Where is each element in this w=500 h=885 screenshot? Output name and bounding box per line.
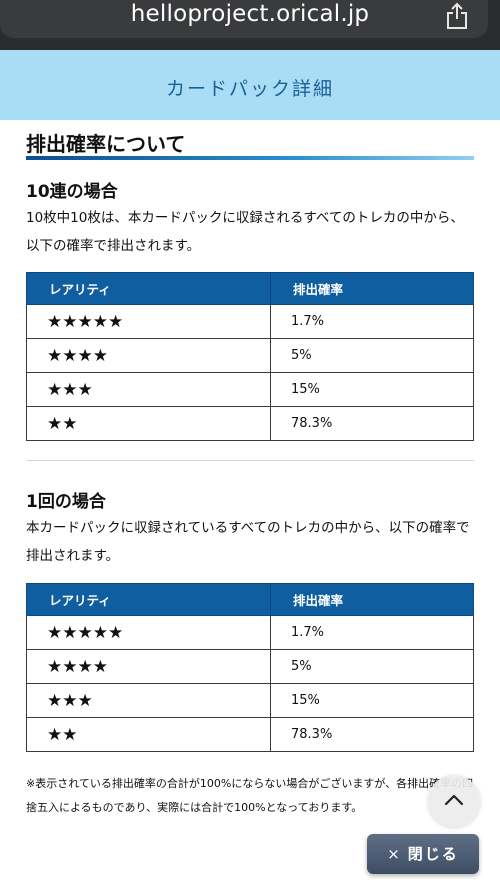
share-icon[interactable] [444,2,470,30]
rate-cell: 15% [270,683,474,718]
browser-bar: helloproject.orical.jp [0,0,500,50]
single-pull-rate-table: レアリティ 排出確率 ★★★★★ 1.7% ★★★★ 5% ★★★ 15% ★★… [26,583,474,752]
rarity-cell: ★★ [26,717,271,752]
close-label: 閉じる [407,845,459,863]
table-header-row: レアリティ 排出確率 [26,583,474,616]
ten-pull-description: 10枚中10枚は、本カードパックに収録されるすべてのトレカの中から、以下の確率で… [26,210,464,254]
single-pull-description: 本カードパックに収録されているすべてのトレカの中から、以下の確率で排出されます。 [26,520,470,564]
rate-cell: 5% [270,338,474,373]
rarity-cell: ★★★★★ [26,615,271,650]
section-divider [26,460,474,461]
rate-cell: 78.3% [270,717,474,752]
table-row: ★★★★★ 1.7% [26,304,474,339]
header-rate: 排出確率 [270,583,474,616]
section-title: 排出確率について [26,132,186,156]
close-button[interactable]: × 閉じる [367,834,479,874]
rarity-cell: ★★★★ [26,649,271,684]
table-row: ★★ 78.3% [26,717,474,752]
rarity-cell: ★★★★★ [26,304,271,339]
scroll-top-button[interactable] [428,775,480,827]
page-header: カードパック詳細 [0,50,500,120]
footnote: ※表示されている排出確率の合計が100%にならない場合がございますが、各排出確率… [26,777,474,814]
chevron-up-icon [444,794,464,806]
rarity-cell: ★★ [26,406,271,441]
table-row: ★★★★★ 1.7% [26,615,474,650]
rate-cell: 1.7% [270,615,474,650]
table-header-row: レアリティ 排出確率 [26,272,474,305]
single-pull-title: 1回の場合 [26,492,106,512]
section-rule [26,156,474,160]
rate-cell: 78.3% [270,406,474,441]
rarity-cell: ★★★ [26,683,271,718]
rarity-cell: ★★★★ [26,338,271,373]
table-row: ★★★ 15% [26,683,474,718]
close-icon: × [387,845,402,863]
table-row: ★★★★ 5% [26,338,474,373]
rarity-cell: ★★★ [26,372,271,407]
ten-pull-rate-table: レアリティ 排出確率 ★★★★★ 1.7% ★★★★ 5% ★★★ 15% ★★… [26,272,474,441]
header-rarity: レアリティ [26,583,271,616]
table-row: ★★★ 15% [26,372,474,407]
rate-cell: 15% [270,372,474,407]
url-bar[interactable] [0,0,488,38]
header-rate: 排出確率 [270,272,474,305]
url-text[interactable]: helloproject.orical.jp [130,1,370,27]
rate-cell: 1.7% [270,304,474,339]
ten-pull-title: 10連の場合 [26,182,118,202]
table-row: ★★★★ 5% [26,649,474,684]
header-rarity: レアリティ [26,272,271,305]
table-row: ★★ 78.3% [26,406,474,441]
page-title: カードパック詳細 [165,78,334,100]
rate-cell: 5% [270,649,474,684]
